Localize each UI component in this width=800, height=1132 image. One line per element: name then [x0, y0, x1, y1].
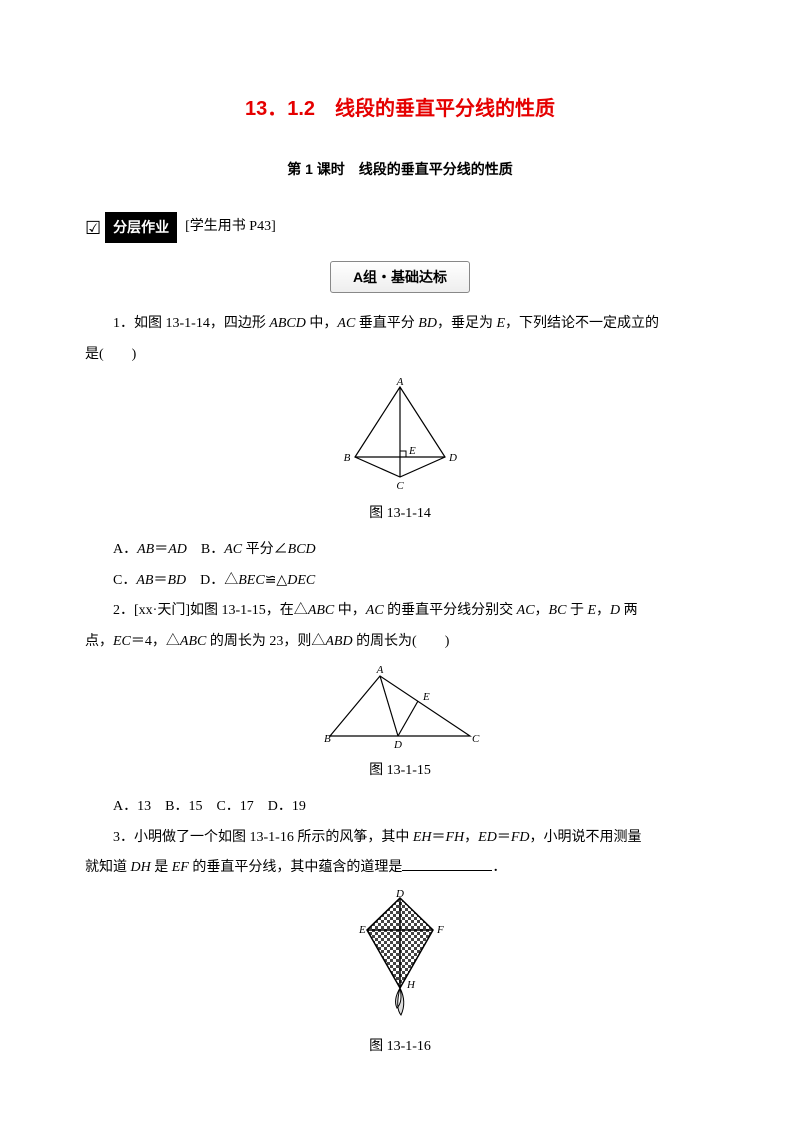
group-box: A组・基础达标 [330, 261, 470, 294]
q2-l2a: 点， [85, 634, 113, 649]
q1-e: E [496, 316, 505, 331]
q1-line2: 是( ) [85, 342, 715, 369]
q2-bc: BC [549, 603, 567, 618]
q1-optC-mid: ＝ [153, 573, 167, 588]
q1-optA-pre: A． [113, 542, 137, 557]
svg-text:E: E [408, 445, 416, 457]
q3-t3: ， [464, 830, 478, 845]
fig-13-1-16-caption: 图 13-1-16 [85, 1034, 715, 1061]
q1-optD-mid: ≌△ [265, 573, 288, 588]
q2-ac2: AC [517, 603, 535, 618]
q2-abc2: ABC [180, 634, 206, 649]
q1-dec: DEC [287, 573, 315, 588]
svg-text:D: D [395, 890, 404, 900]
q1-ac: AC [337, 316, 355, 331]
q1-t4: ，垂足为 [437, 316, 497, 331]
q1-optA-mid: ＝ [154, 542, 168, 557]
q1-abcd: ABCD [269, 316, 306, 331]
svg-text:E: E [358, 924, 366, 936]
fig-13-1-14-caption: 图 13-1-14 [85, 501, 715, 528]
q1-options-row2: C．AB＝BD D．△BEC≌△DEC [85, 568, 715, 595]
q2-options: A．13 B．15 C．17 D．19 [85, 794, 715, 821]
section-header: ☑ 分层作业 [学生用书 P43] [85, 211, 715, 245]
svg-text:E: E [422, 691, 430, 703]
svg-text:B: B [344, 452, 351, 464]
q1-ac2: AC [224, 542, 242, 557]
q1-optB-mid: 平分∠ [242, 542, 288, 557]
blank-line [402, 857, 492, 871]
svg-text:A: A [376, 664, 384, 676]
svg-text:B: B [324, 733, 331, 745]
q3-t5: ，小明说不用测量 [530, 830, 642, 845]
page-title: 13．1.2 线段的垂直平分线的性质 [85, 90, 715, 128]
layer-box: 分层作业 [105, 212, 177, 243]
page-ref: [学生用书 P43] [185, 214, 276, 241]
q1-bec: BEC [238, 573, 264, 588]
q1-t3: 垂直平分 [355, 316, 418, 331]
group-label-row: A组・基础达标 [85, 261, 715, 294]
q2-t5: 于 [566, 603, 587, 618]
q1-optD-pre: D．△ [186, 573, 238, 588]
q1-options-row1: A．AB＝AD B．AC 平分∠BCD [85, 537, 715, 564]
q2-ept: E [587, 603, 596, 618]
check-icon: ☑ [85, 211, 101, 245]
lesson-subtitle: 第 1 课时 线段的垂直平分线的性质 [85, 156, 715, 183]
q2-l2c: 的周长为 23，则△ [206, 634, 325, 649]
q3-stem: 3．小明做了一个如图 13-1-16 所示的风筝，其中 EH＝FH，ED＝FD，… [85, 825, 715, 852]
svg-text:C: C [396, 480, 404, 492]
q2-stem: 2．[xx·天门]如图 13-1-15，在△ABC 中，AC 的垂直平分线分别交… [85, 598, 715, 625]
q2-l2d: 的周长为( ) [353, 634, 450, 649]
q2-dpt: D [610, 603, 620, 618]
q1-t2: 中， [306, 316, 338, 331]
q2-t3: 的垂直平分线分别交 [384, 603, 517, 618]
fig-13-1-16: D E F H [85, 890, 715, 1030]
q3-l2c: 的垂直平分线，其中蕴含的道理是 [189, 860, 403, 875]
q3-line2: 就知道 DH 是 EF 的垂直平分线，其中蕴含的道理是 ． [85, 855, 715, 882]
q1-text: 1．如图 13-1-14，四边形 [113, 316, 269, 331]
q3-t2: ＝ [432, 830, 446, 845]
q2-t7: 两 [620, 603, 638, 618]
q1-optB-pre: B． [187, 542, 224, 557]
svg-text:C: C [472, 733, 480, 745]
q2-abc: ABC [308, 603, 334, 618]
q1-ab: AB [137, 542, 154, 557]
svg-text:H: H [406, 979, 416, 991]
q3-ef: EF [172, 860, 189, 875]
q3-fd: FD [511, 830, 530, 845]
fig-13-1-14: A B D C E [85, 377, 715, 497]
q3-fh: FH [446, 830, 465, 845]
q2-ec: EC [113, 634, 131, 649]
svg-text:A: A [396, 377, 404, 388]
fig-13-1-15-caption: 图 13-1-15 [85, 758, 715, 785]
q3-ed: ED [478, 830, 497, 845]
q1-optC-pre: C． [113, 573, 136, 588]
q1-ab2: AB [136, 573, 153, 588]
q3-eh: EH [413, 830, 432, 845]
q1-bd: BD [418, 316, 437, 331]
q2-t2: 中， [334, 603, 366, 618]
svg-text:F: F [436, 924, 444, 936]
q2-t6: ， [596, 603, 610, 618]
fig-13-1-15: A B C D E [85, 664, 715, 754]
q1-t5: ，下列结论不一定成立的 [505, 316, 659, 331]
q2-l2b: ＝4，△ [131, 634, 180, 649]
q2-ac: AC [366, 603, 384, 618]
q2-t1: 2．[xx·天门]如图 13-1-15，在△ [113, 603, 308, 618]
q1-bcd: BCD [288, 542, 316, 557]
svg-text:D: D [448, 452, 457, 464]
q1-ad: AD [168, 542, 187, 557]
q3-l2a: 就知道 [85, 860, 131, 875]
q3-t1: 3．小明做了一个如图 13-1-16 所示的风筝，其中 [113, 830, 413, 845]
q1-bd2: BD [167, 573, 186, 588]
svg-text:D: D [393, 739, 402, 751]
q3-t4: ＝ [497, 830, 511, 845]
q3-dh: DH [131, 860, 151, 875]
q2-t4: ， [535, 603, 549, 618]
q2-abd: ABD [325, 634, 352, 649]
q2-line2: 点，EC＝4，△ABC 的周长为 23，则△ABD 的周长为( ) [85, 629, 715, 656]
q3-l2d: ． [492, 860, 506, 875]
q1-stem: 1．如图 13-1-14，四边形 ABCD 中，AC 垂直平分 BD，垂足为 E… [85, 311, 715, 338]
q3-l2b: 是 [151, 860, 172, 875]
